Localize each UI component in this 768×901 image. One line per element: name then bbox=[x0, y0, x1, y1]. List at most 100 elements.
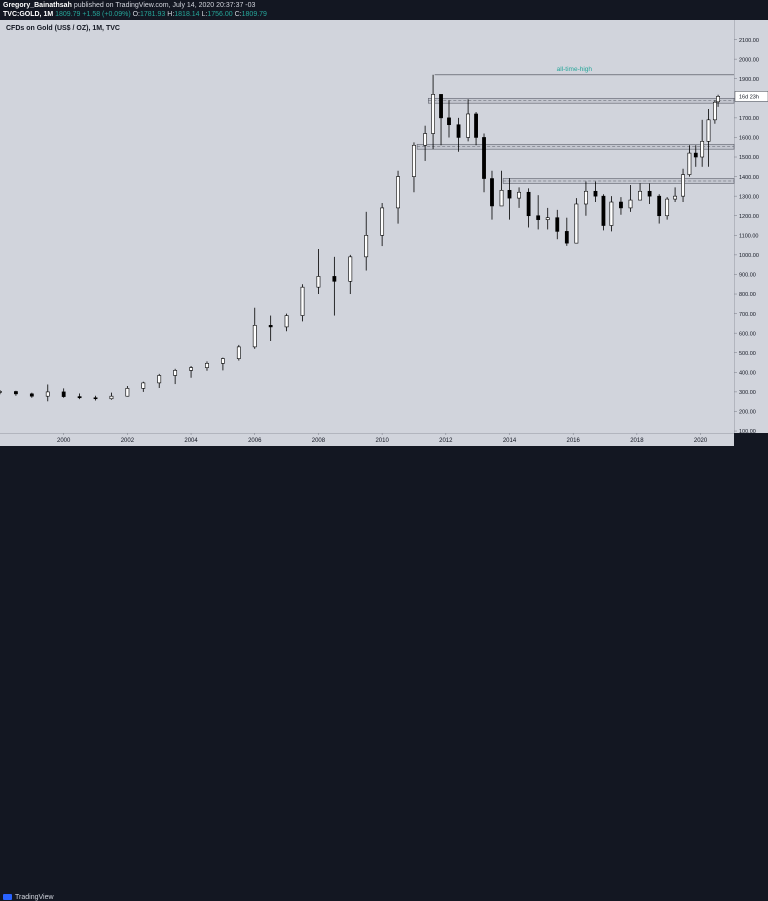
y-tick-label: 500.00 bbox=[739, 351, 756, 357]
candle-body bbox=[396, 176, 400, 209]
candle-body bbox=[499, 189, 504, 207]
author-name[interactable]: Gregory_Bainathsah bbox=[3, 2, 72, 9]
candle-body bbox=[284, 315, 289, 328]
x-tick-label: 2012 bbox=[439, 438, 453, 444]
candle-body bbox=[61, 391, 66, 397]
candle-body bbox=[507, 189, 512, 199]
last-price-tag bbox=[734, 91, 768, 102]
candle-body bbox=[647, 190, 652, 197]
candle-body bbox=[252, 325, 257, 348]
candle-body bbox=[412, 144, 416, 177]
candle-body bbox=[482, 137, 486, 179]
candle-body bbox=[300, 286, 305, 316]
ath-label: all-time-high bbox=[557, 66, 593, 73]
candle-body bbox=[555, 217, 560, 232]
tradingview-brand[interactable]: TradingView bbox=[3, 894, 54, 901]
y-tick-label: 1100.00 bbox=[739, 234, 758, 240]
publish-header: Gregory_Bainathsah published on TradingV… bbox=[0, 0, 768, 20]
y-tick-label: 1200.00 bbox=[739, 214, 759, 220]
candle-body bbox=[157, 375, 162, 384]
candle-body bbox=[141, 382, 146, 389]
y-tick-label: 200.00 bbox=[739, 410, 756, 416]
high-label: H: bbox=[167, 11, 175, 18]
candle-body bbox=[619, 201, 623, 209]
y-tick-label: 300.00 bbox=[739, 390, 756, 396]
x-tick-label: 2006 bbox=[248, 438, 262, 444]
candle-body bbox=[545, 217, 550, 220]
x-tick-label: 2002 bbox=[121, 438, 135, 444]
candle-body bbox=[673, 195, 677, 200]
high-value: 1818.14 bbox=[174, 11, 200, 18]
publish-info-line: Gregory_Bainathsah published on TradingV… bbox=[3, 2, 255, 9]
x-tick-label: 2010 bbox=[375, 438, 389, 444]
candle-body bbox=[638, 190, 642, 201]
candle-body bbox=[125, 388, 130, 397]
x-tick-label: 2014 bbox=[503, 438, 517, 444]
candle-body bbox=[14, 391, 18, 395]
y-tick-label: 1600.00 bbox=[739, 136, 759, 142]
low-label: L: bbox=[201, 11, 208, 18]
symbol-label: TVC:GOLD, 1M bbox=[3, 11, 54, 18]
y-tick-label: 1700.00 bbox=[739, 116, 759, 122]
candle-body bbox=[609, 201, 614, 226]
candle-body bbox=[173, 370, 178, 376]
candle-body bbox=[423, 133, 428, 146]
x-tick-label: 2004 bbox=[184, 438, 198, 444]
x-tick-label: 2018 bbox=[630, 438, 644, 444]
candle-body bbox=[601, 195, 606, 226]
candle-body bbox=[316, 276, 321, 288]
candle-body bbox=[681, 174, 685, 197]
y-tick-label: 2000.00 bbox=[739, 57, 759, 63]
candle-body bbox=[706, 119, 711, 142]
chart-svg: 100.00 200.00 300.00 400.00 500.00 600.00 700.… bbox=[0, 38, 768, 444]
low-value: 1756.00 bbox=[207, 11, 233, 18]
last-price-countdown: 16d 23h bbox=[739, 94, 759, 100]
candle-body bbox=[456, 124, 461, 138]
time-axis[interactable] bbox=[0, 433, 734, 446]
candle-body bbox=[700, 141, 705, 158]
candle-body bbox=[205, 363, 209, 368]
candle-body bbox=[716, 96, 720, 103]
y-tick-label: 900.00 bbox=[739, 273, 756, 279]
candle-body bbox=[657, 195, 662, 217]
candle-body bbox=[189, 367, 193, 371]
candle-body bbox=[364, 235, 369, 258]
candle-body bbox=[0, 391, 2, 393]
candle-body bbox=[236, 346, 241, 359]
chart-legend-title: CFDs on Gold (US$ / OZ), 1M, TVC bbox=[6, 25, 120, 32]
candle-body bbox=[687, 152, 692, 175]
candle-body bbox=[593, 190, 598, 197]
ohlc-line: TVC:GOLD, 1M 1809.79 +1.58 (+0.09%) O:17… bbox=[3, 11, 267, 18]
y-tick-label: 1500.00 bbox=[739, 155, 759, 161]
y-tick-label: 2100.00 bbox=[739, 38, 759, 44]
candle-body bbox=[584, 190, 588, 205]
close-value: 1809.79 bbox=[241, 11, 267, 18]
candle-body bbox=[221, 358, 225, 364]
y-tick-label: 100.00 bbox=[739, 429, 756, 435]
candle-body bbox=[348, 256, 353, 282]
candle-body bbox=[93, 397, 98, 400]
last-price-value: 1809.79 bbox=[55, 11, 81, 18]
candle-body bbox=[45, 391, 50, 397]
candle-body bbox=[526, 191, 531, 217]
candle-body bbox=[517, 191, 521, 199]
publish-text: published on TradingView.com, July 14, 2… bbox=[73, 2, 256, 9]
candle-body bbox=[474, 113, 478, 138]
candle-body bbox=[109, 395, 114, 400]
candle-body bbox=[536, 215, 541, 220]
candle-body bbox=[466, 113, 471, 138]
open-value: 1781.93 bbox=[140, 11, 166, 18]
x-tick-label: 2020 bbox=[694, 438, 708, 444]
candle-body bbox=[574, 203, 579, 244]
y-tick-label: 800.00 bbox=[739, 292, 756, 298]
candle-body bbox=[665, 198, 670, 217]
candle-body bbox=[447, 117, 451, 126]
tradingview-logo-icon bbox=[3, 894, 12, 901]
price-axis[interactable] bbox=[734, 20, 768, 433]
close-label: C: bbox=[234, 11, 242, 18]
y-tick-label: 1900.00 bbox=[739, 77, 759, 83]
candle-body bbox=[693, 152, 698, 158]
candle-body bbox=[490, 178, 494, 207]
candle-body bbox=[628, 199, 633, 209]
